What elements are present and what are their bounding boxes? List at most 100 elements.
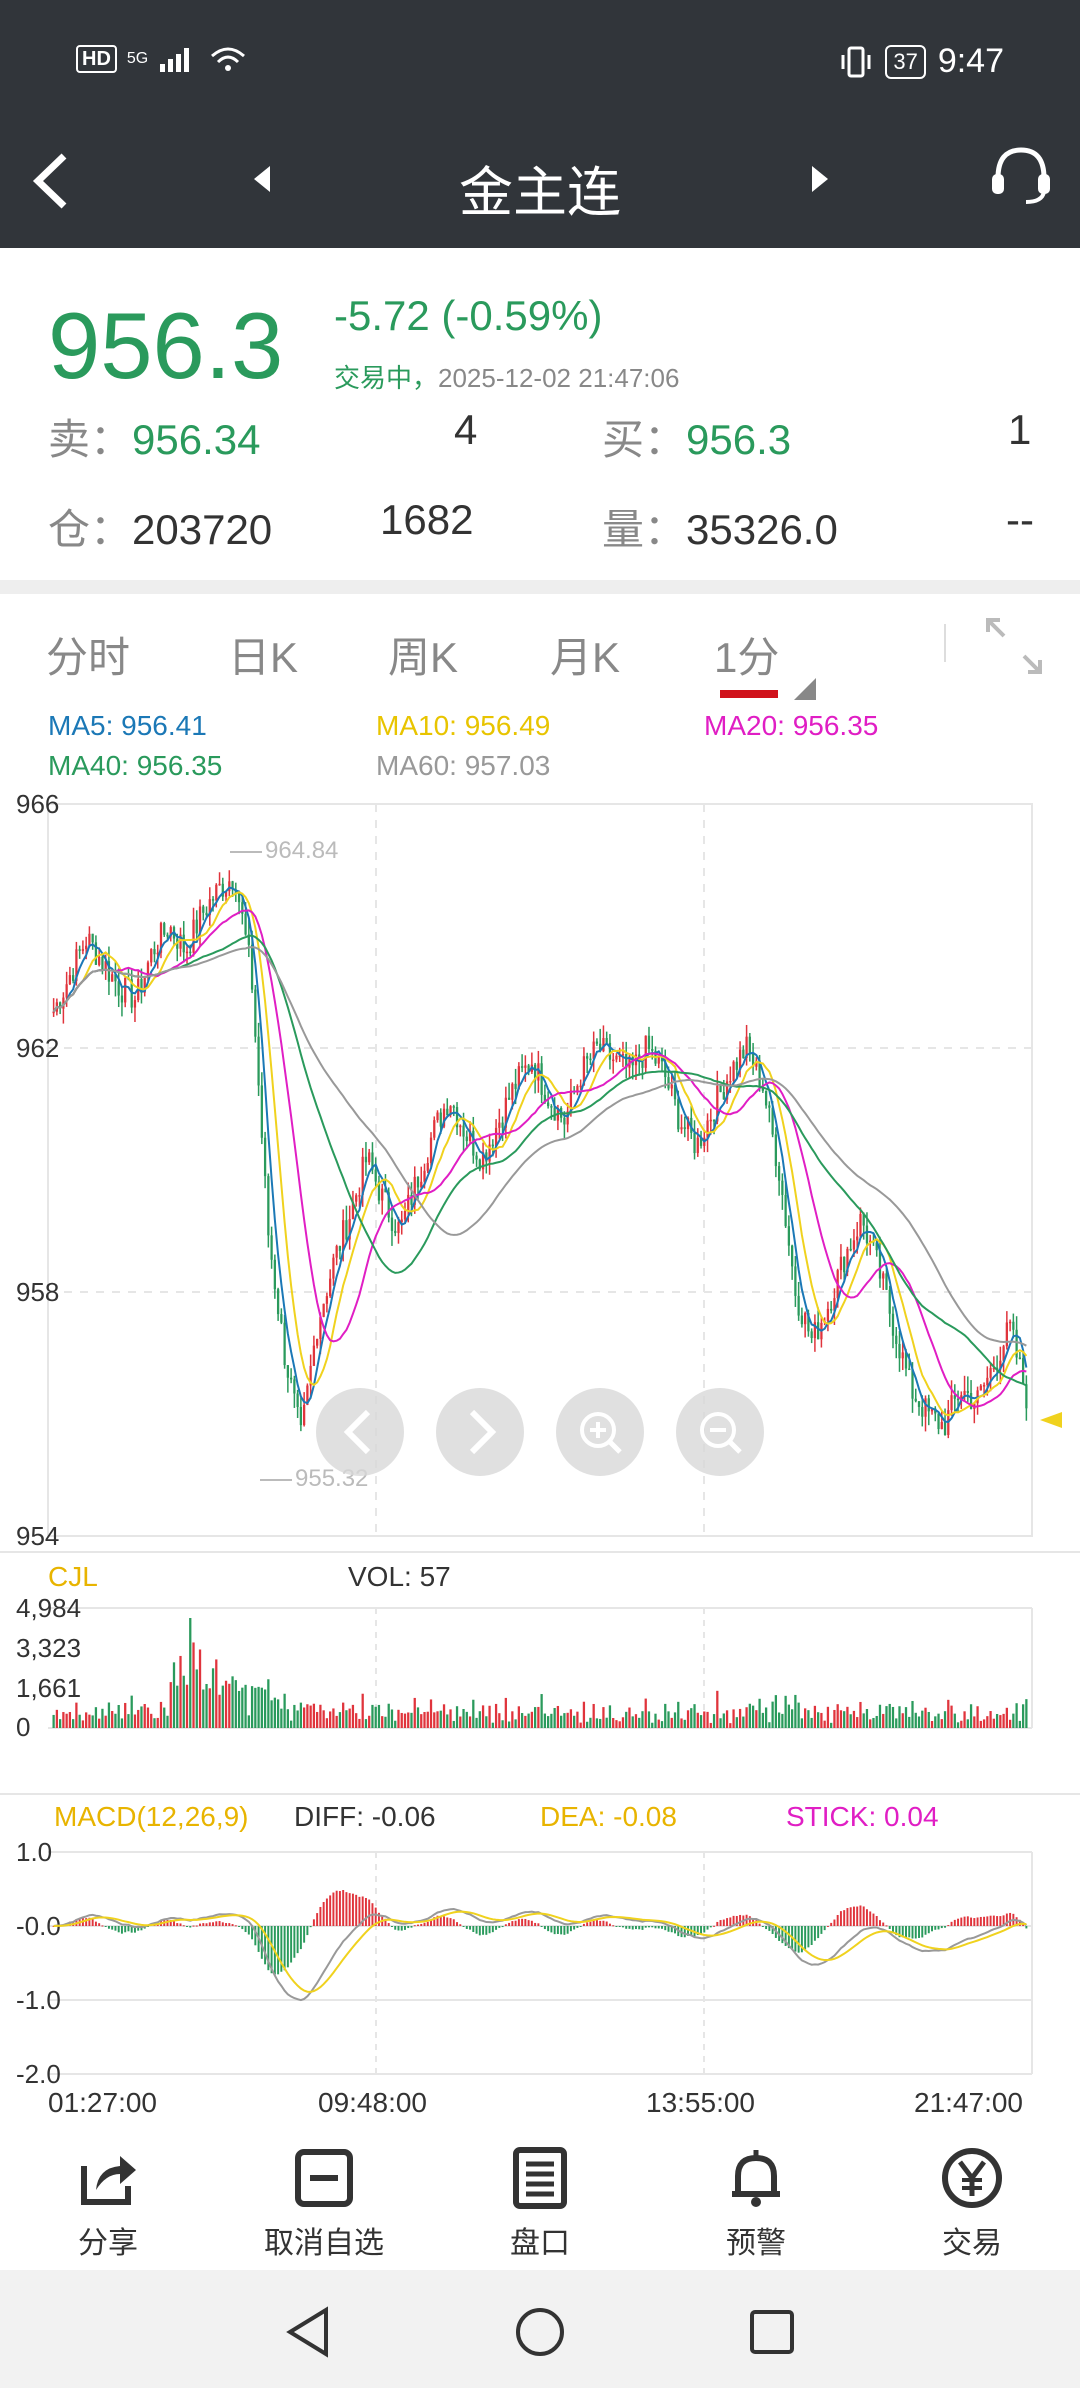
candle bbox=[911, 1369, 914, 1399]
trade-button[interactable]: 交易 bbox=[864, 2120, 1080, 2270]
volume-bar bbox=[706, 1711, 709, 1728]
volume-bar bbox=[709, 1722, 712, 1728]
volume-bar bbox=[501, 1720, 504, 1728]
next-contract-icon[interactable] bbox=[808, 164, 832, 194]
candle bbox=[267, 1176, 270, 1236]
recents-nav-icon[interactable] bbox=[746, 2306, 798, 2358]
macd-bar bbox=[911, 1926, 914, 1939]
volume-bar bbox=[986, 1716, 989, 1728]
zoom-out-button[interactable] bbox=[676, 1388, 764, 1476]
macd-bar bbox=[674, 1926, 676, 1934]
macd-bar bbox=[992, 1915, 995, 1926]
volume-bar bbox=[260, 1687, 263, 1728]
candle bbox=[712, 1119, 716, 1122]
volume-bar bbox=[960, 1720, 963, 1728]
volume-bar bbox=[442, 1704, 446, 1728]
candle bbox=[283, 1322, 286, 1366]
candle bbox=[1012, 1321, 1015, 1330]
volume-bar bbox=[140, 1706, 143, 1728]
macd-bar bbox=[599, 1920, 602, 1926]
back-arrow-icon[interactable] bbox=[24, 146, 84, 216]
price-axis-tick: 962 bbox=[16, 1033, 59, 1063]
macd-bar bbox=[104, 1926, 107, 1927]
volume-bar bbox=[257, 1686, 260, 1728]
candle bbox=[455, 1107, 459, 1128]
scroll-right-button[interactable] bbox=[436, 1388, 524, 1476]
candle bbox=[381, 1188, 384, 1201]
macd-bar bbox=[661, 1926, 663, 1929]
volume-indicator-label: CJL bbox=[48, 1561, 98, 1592]
macd-bar bbox=[202, 1923, 205, 1926]
macd-diff: DIFF: -0.06 bbox=[294, 1801, 436, 1832]
candle bbox=[729, 1080, 732, 1083]
candle bbox=[999, 1360, 1002, 1370]
tab-1min[interactable]: 1分 bbox=[714, 634, 780, 681]
volume-bar bbox=[241, 1687, 244, 1728]
macd-bar bbox=[761, 1926, 764, 1927]
macd-bar bbox=[91, 1918, 94, 1926]
volume-bar bbox=[556, 1705, 560, 1728]
macd-bar bbox=[85, 1918, 88, 1926]
candle bbox=[85, 945, 88, 950]
period-dropdown-icon[interactable] bbox=[794, 678, 816, 700]
volume-bar bbox=[101, 1708, 104, 1728]
volume-bar bbox=[283, 1693, 286, 1728]
share-button[interactable]: 分享 bbox=[0, 2120, 216, 2270]
candle bbox=[602, 1037, 605, 1052]
macd-bar bbox=[208, 1922, 211, 1926]
macd-bar bbox=[931, 1926, 934, 1932]
macd-bar bbox=[436, 1915, 439, 1926]
macd-bar bbox=[264, 1926, 267, 1965]
macd-bar bbox=[410, 1926, 413, 1928]
fullscreen-icon[interactable] bbox=[984, 616, 1044, 676]
macd-bar bbox=[166, 1920, 169, 1926]
volume-bar bbox=[631, 1716, 634, 1728]
candle bbox=[329, 1278, 332, 1297]
volume-bar bbox=[904, 1707, 908, 1728]
tab-monthly-k[interactable]: 月K bbox=[550, 634, 621, 681]
tab-daily-k[interactable]: 日K bbox=[228, 634, 299, 681]
volume-bar bbox=[163, 1707, 166, 1728]
macd-bar bbox=[592, 1920, 595, 1926]
macd-bar bbox=[182, 1925, 185, 1927]
candle bbox=[924, 1398, 927, 1417]
home-nav-icon[interactable] bbox=[514, 2306, 566, 2358]
orderbook-button[interactable]: 盘口 bbox=[432, 2120, 648, 2270]
macd-bar bbox=[329, 1895, 332, 1926]
volume-bar bbox=[498, 1713, 501, 1728]
customer-service-icon[interactable] bbox=[988, 142, 1054, 208]
remove-watchlist-button[interactable]: 取消自选 bbox=[216, 2120, 432, 2270]
volume-bar bbox=[459, 1716, 462, 1728]
candle bbox=[888, 1289, 891, 1314]
candle bbox=[218, 883, 221, 886]
previous-contract-icon[interactable] bbox=[250, 164, 274, 194]
candle bbox=[1025, 1384, 1028, 1409]
volume-bar bbox=[475, 1717, 478, 1728]
tab-timeshare[interactable]: 分时 bbox=[46, 634, 131, 681]
macd-bar bbox=[771, 1926, 774, 1934]
volume-bar bbox=[420, 1714, 423, 1728]
kline-chart[interactable]: 966 962 958 954 964.84 955.32 CJL VOL: 5… bbox=[0, 780, 1080, 2120]
volume-bar bbox=[699, 1715, 703, 1728]
candle bbox=[882, 1273, 885, 1279]
candle bbox=[436, 1112, 439, 1121]
candle bbox=[498, 1122, 501, 1128]
volume-bar bbox=[133, 1714, 137, 1728]
zoom-in-button[interactable] bbox=[556, 1388, 644, 1476]
volume-bar bbox=[228, 1683, 231, 1728]
macd-bar bbox=[950, 1921, 953, 1926]
candle bbox=[667, 1077, 670, 1089]
alert-button[interactable]: 预警 bbox=[648, 2120, 864, 2270]
back-nav-icon[interactable] bbox=[282, 2306, 334, 2358]
macd-bar bbox=[251, 1926, 254, 1940]
candle bbox=[68, 975, 72, 985]
volume-bar bbox=[215, 1659, 218, 1728]
scroll-left-button[interactable] bbox=[316, 1388, 404, 1476]
volume-bar bbox=[338, 1712, 342, 1728]
macd-stick: STICK: 0.04 bbox=[786, 1801, 939, 1832]
candle bbox=[153, 949, 156, 955]
macd-bar bbox=[875, 1916, 878, 1926]
tab-weekly-k[interactable]: 周K bbox=[388, 634, 459, 681]
candle bbox=[784, 1194, 787, 1227]
candle bbox=[501, 1122, 504, 1128]
